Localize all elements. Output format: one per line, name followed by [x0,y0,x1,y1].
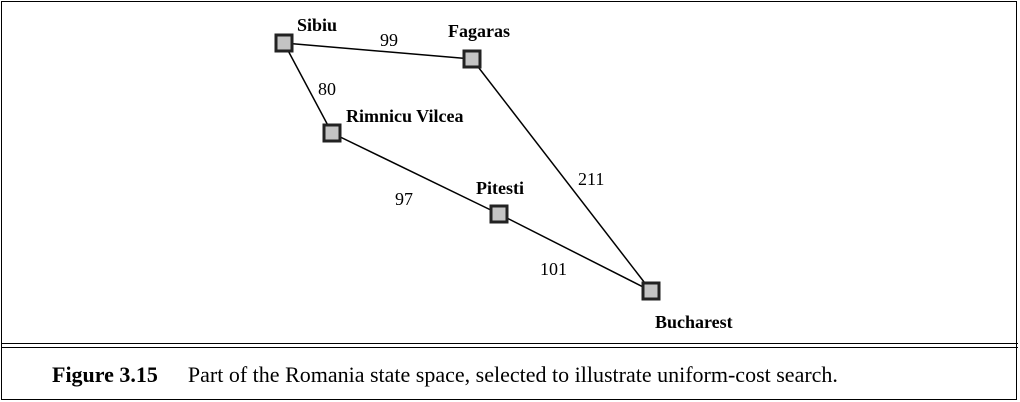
label-fagaras: Fagaras [448,21,510,41]
cost-sibiu-fagaras: 99 [380,30,398,50]
caption-divider-bottom [1,347,1018,348]
node-bucharest [641,281,661,301]
cost-sibiu-rimnicu: 80 [318,79,336,99]
node-fagaras [462,49,482,69]
edge-pitesti-bucharest [498,213,652,292]
label-bucharest: Bucharest [655,312,733,332]
label-sibiu: Sibiu [297,15,337,35]
node-sibiu [274,33,294,53]
cost-pitesti-bucharest: 101 [540,259,567,279]
romania-graph-diagram: 99 80 97 211 101 Sibiu Fagaras Rimnicu V… [274,15,733,332]
caption-divider-top [1,343,1018,344]
figure-caption: Figure 3.15 Part of the Romania state spa… [52,362,838,388]
cost-fagaras-bucharest: 211 [578,169,604,189]
edge-fagaras-bucharest [471,58,652,292]
node-rimnicu-vilcea [322,123,342,143]
caption-text: Part of the Romania state space, selecte… [187,362,838,387]
label-rimnicu-vilcea: Rimnicu Vilcea [346,106,464,126]
label-pitesti: Pitesti [476,178,524,198]
edge-sibiu-fagaras [283,42,473,60]
cost-rimnicu-pitesti: 97 [395,189,413,209]
edge-sibiu-rimnicu [283,42,333,134]
figure-label: Figure 3.15 [52,362,158,387]
node-pitesti [489,204,509,224]
edge-rimnicu-pitesti [331,132,500,215]
